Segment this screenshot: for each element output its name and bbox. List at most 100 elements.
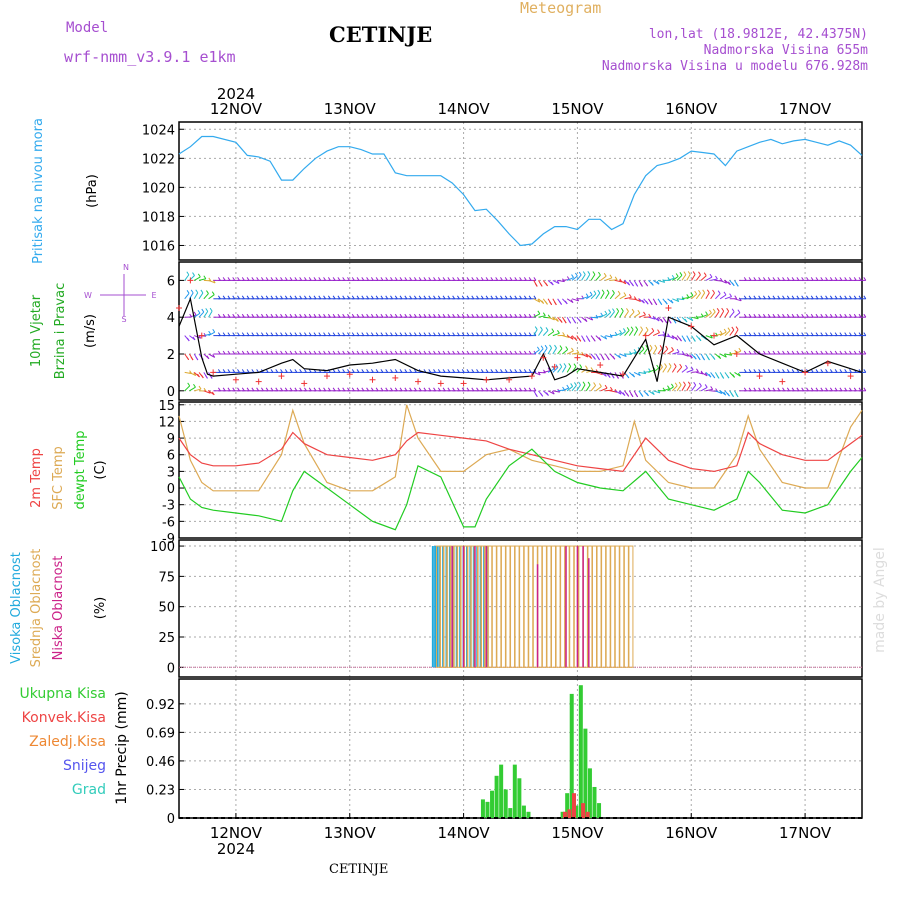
wind-barb-flag <box>573 363 577 367</box>
panel-frame-wind <box>178 261 863 401</box>
wind-barb-flag <box>557 330 560 334</box>
top-date-label: 13NOV <box>324 100 377 118</box>
wind-barb-flag <box>622 392 626 396</box>
wind-barb-flag <box>667 385 670 389</box>
wind-barb <box>203 390 211 394</box>
wind-barb-flag <box>718 355 722 359</box>
y-tick-label: 1022 <box>142 152 175 167</box>
cloud-bar-mid <box>442 545 448 668</box>
wind-barb-flag <box>626 327 630 331</box>
wind-barb <box>686 295 694 300</box>
wind-barb <box>633 298 641 302</box>
wind-barb <box>705 276 713 281</box>
pressure-axis-label: Pritisak na nivou mora <box>31 118 46 264</box>
panel-frame-pressure <box>178 121 863 261</box>
wind-barb <box>672 298 679 303</box>
wind-barb-flag <box>660 363 663 368</box>
wind-barb-flag <box>731 308 735 313</box>
wind-barb <box>547 331 555 337</box>
wind-barb-flag <box>201 308 205 313</box>
wind-barb-flag <box>601 356 605 361</box>
wind-barb-flag <box>611 374 615 379</box>
wind-barb-flag <box>716 308 720 312</box>
wind-barb <box>734 298 742 302</box>
wind-barb <box>591 316 599 319</box>
wind-barb <box>542 330 549 336</box>
y-tick-label: 6 <box>167 274 175 289</box>
panel-frame-temperature <box>178 401 863 539</box>
cloud-bar-mid <box>528 545 534 668</box>
wind-barb <box>605 312 611 318</box>
cloud-bar-mid <box>473 545 479 668</box>
model-name: wrf-nmm_v3.9.1 e1km <box>64 48 236 66</box>
y-tick-label: 75 <box>158 570 175 585</box>
wind-barb-flag <box>585 293 589 297</box>
y-tick-label: 1016 <box>142 239 175 254</box>
wind-barb <box>719 279 727 284</box>
wind-barb <box>566 350 574 355</box>
wind-barb <box>619 279 627 285</box>
wind-barb <box>208 310 213 318</box>
wind-barb-flag <box>603 373 607 377</box>
wind-barb <box>653 332 660 337</box>
wind-barb-flag <box>698 337 702 342</box>
wind-barb <box>724 330 731 336</box>
y-tick-label: 6 <box>167 449 175 464</box>
wind-barb <box>581 368 588 373</box>
wind-barb-flag <box>705 311 708 315</box>
wind-barb-flag <box>726 307 730 312</box>
wind-barb <box>657 334 666 337</box>
cloud-bar-mid <box>456 545 462 668</box>
wind-barb-flag <box>576 349 580 354</box>
cloud-bar-mid <box>523 545 529 668</box>
wind-barb <box>605 277 613 281</box>
wind-barb-flag <box>604 335 608 340</box>
wind-barb-flag <box>598 383 602 387</box>
wind-barb <box>619 331 626 337</box>
wind-barb-flag <box>651 327 655 332</box>
wind-barb-flag <box>619 329 622 334</box>
wind-barb-flag <box>546 392 549 396</box>
precip-convective-bar <box>567 809 572 818</box>
wind-barb-flag <box>703 272 707 276</box>
wind-barb-flag <box>734 295 738 299</box>
wind-barb-flag <box>648 313 652 318</box>
wind-barb-flag <box>706 289 710 294</box>
wind-barb <box>691 274 696 281</box>
y-tick-label: 4 <box>167 311 175 326</box>
wind-barb <box>533 298 541 303</box>
wind-barb <box>719 353 727 358</box>
precip-legend-item: Konvek.Kisa <box>22 710 106 726</box>
wind-barb-flag <box>554 344 557 349</box>
bottom-date-label: 17NOV <box>779 824 832 842</box>
wind-barb <box>600 335 607 340</box>
wind-barb-flag <box>186 290 190 294</box>
wind-barb <box>198 311 205 318</box>
wind-barb-flag <box>597 356 600 361</box>
wind-barb-flag <box>721 307 725 312</box>
wind-barb-flag <box>712 289 715 294</box>
wind-barb-flag <box>578 319 582 323</box>
wind-barb <box>729 329 735 336</box>
wind-key-east: E <box>151 291 156 300</box>
meteogram-label: Meteogram <box>520 0 602 17</box>
wind-barb <box>609 292 615 300</box>
wind-barb <box>538 315 546 318</box>
cloud-bar-mid <box>619 545 625 668</box>
wind-barb-flag <box>553 301 557 306</box>
t2m-axis-label: 2m Temp <box>29 448 44 508</box>
wind-barb-flag <box>665 345 669 350</box>
wind-barb-flag <box>693 381 697 386</box>
precip-total-bar <box>560 811 565 818</box>
wind-barb <box>189 292 194 300</box>
wind-barb-flag <box>693 355 697 360</box>
wind-barb-flag <box>551 328 555 332</box>
wind-barb-flag <box>692 271 696 275</box>
wind-barb <box>566 277 574 281</box>
wind-barb-flag <box>190 356 194 361</box>
precip-total-bar <box>583 728 588 818</box>
precip-total-bar <box>490 790 495 818</box>
wind-axis-label: 10m Vjetar <box>29 294 44 367</box>
wind-barb <box>557 366 563 373</box>
wind-barb-flag <box>659 301 663 305</box>
